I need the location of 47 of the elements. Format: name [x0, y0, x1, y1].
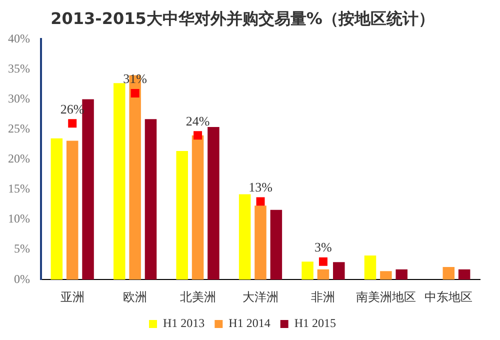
x-tick-label: 南美洲地区 — [356, 290, 416, 304]
bar — [254, 206, 266, 280]
y-tick-label: 25% — [8, 122, 30, 136]
legend-label: H1 2013 — [163, 316, 205, 330]
data-label: 13% — [248, 179, 273, 194]
bar — [317, 269, 330, 280]
bar — [458, 269, 470, 280]
bar — [333, 262, 345, 280]
x-tick-label: 大洋洲 — [242, 290, 278, 304]
bar — [208, 126, 220, 280]
data-label: 24% — [186, 113, 210, 128]
bar — [380, 271, 392, 280]
legend-label: H1 2014 — [228, 316, 270, 330]
y-tick-label: 5% — [14, 242, 30, 256]
point — [130, 89, 140, 98]
y-tick-label: 10% — [8, 212, 30, 226]
y-tick-label: 20% — [8, 152, 30, 166]
bar — [66, 140, 78, 280]
point — [68, 119, 77, 128]
point — [194, 131, 202, 140]
x-tick-label: 亚洲 — [60, 290, 84, 304]
bar — [442, 266, 455, 280]
x-tick-label: 欧洲 — [123, 290, 148, 304]
bar — [302, 262, 314, 280]
y-tick-label: 15% — [8, 182, 30, 196]
bar — [192, 135, 204, 280]
legend-label: H1 2015 — [294, 316, 336, 330]
chart-title: 2013-2015大中华对外并购交易量%（按地区统计） — [50, 8, 434, 28]
point — [318, 257, 328, 266]
data-label: 3% — [314, 239, 332, 254]
bar — [396, 269, 408, 280]
x-tick-label: 中东地区 — [424, 290, 473, 304]
bar — [114, 83, 126, 280]
y-tick-label: 35% — [8, 61, 30, 76]
bar — [82, 99, 94, 280]
bar — [238, 194, 251, 280]
y-tick-label: 30% — [8, 91, 30, 106]
y-tick-label: 40% — [8, 31, 30, 46]
bar — [50, 138, 63, 280]
x-tick-label: 非洲 — [311, 290, 336, 304]
bar — [364, 256, 376, 280]
y-tick-label: 0% — [14, 272, 30, 286]
bar — [144, 119, 157, 280]
bar — [176, 150, 188, 280]
bar — [270, 210, 282, 280]
point — [256, 197, 265, 206]
x-tick-label: 北美洲 — [180, 290, 216, 304]
